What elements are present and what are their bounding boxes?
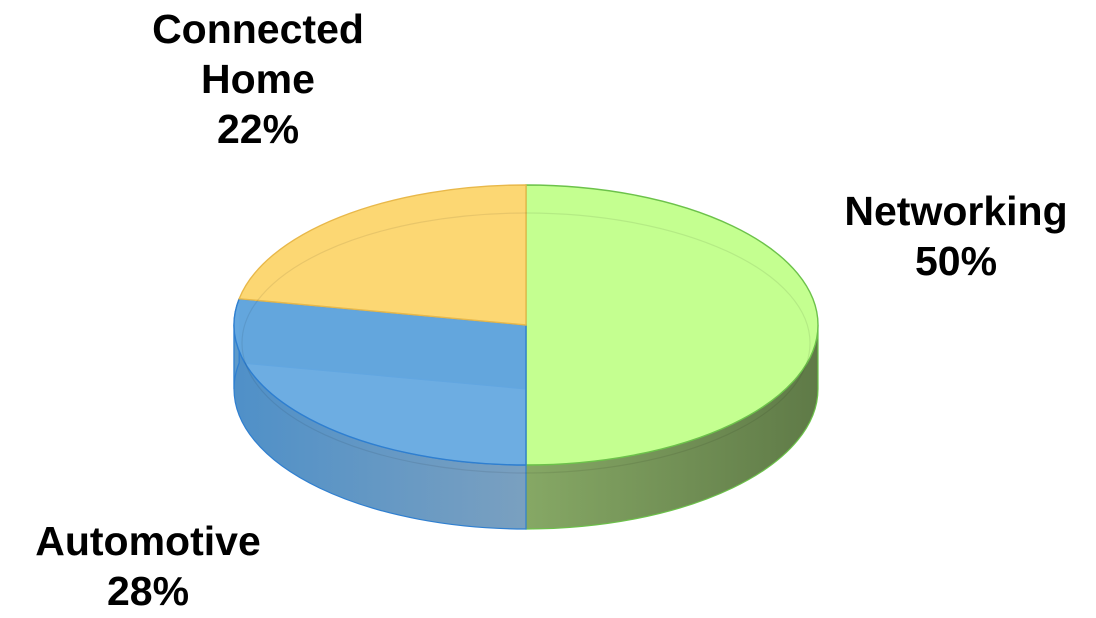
slice-label-connected-home-percent: 22% xyxy=(216,106,300,152)
slice-automotive xyxy=(233,298,527,466)
slice-label-connected-home: Connected Home 22% xyxy=(118,4,398,154)
slice-label-automotive-percent: 28% xyxy=(106,568,190,614)
pie-inner-highlight xyxy=(241,212,811,474)
slice-label-networking-percent: 50% xyxy=(914,238,998,284)
slice-label-networking: Networking 50% xyxy=(818,186,1094,286)
slice-networking xyxy=(525,184,819,466)
slice-label-connected-home-name-line1: Connected xyxy=(152,6,364,52)
slice-label-automotive-name: Automotive xyxy=(35,518,261,564)
slice-connected-home xyxy=(238,184,527,326)
slice-label-connected-home-name-line2: Home xyxy=(201,56,315,102)
slice-label-automotive: Automotive 28% xyxy=(0,516,296,616)
slice-label-networking-name: Networking xyxy=(844,188,1068,234)
